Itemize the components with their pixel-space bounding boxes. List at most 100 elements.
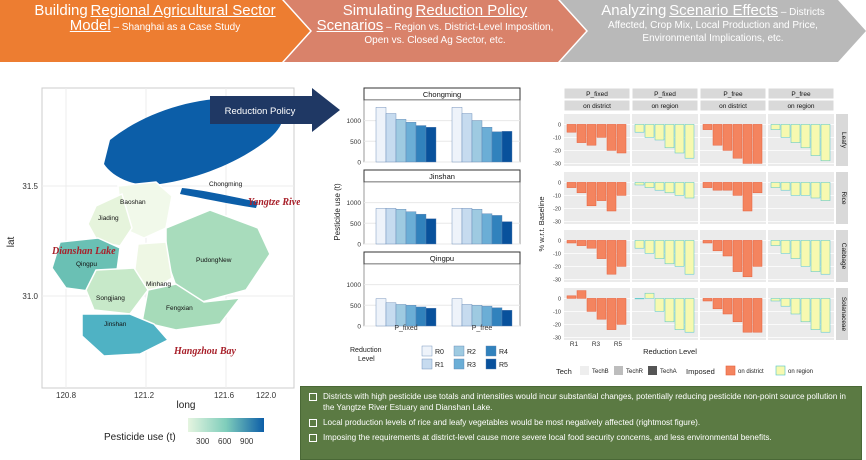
- row-strip-label: Rice: [840, 191, 847, 204]
- y-tick-label: -20: [553, 322, 561, 328]
- effect-bar: [674, 182, 685, 196]
- effect-bar: [732, 240, 743, 272]
- y-tick-label: 0: [357, 160, 361, 167]
- effect-bar: [596, 298, 607, 320]
- legend-swatch-R2: [453, 345, 465, 357]
- step-building-text: Building Regional Agricultural Sector Mo…: [30, 3, 280, 34]
- bar-R3: [481, 127, 493, 163]
- effect-bar: [634, 124, 645, 133]
- x-tick-121.2: 121.2: [134, 391, 155, 400]
- bar-R3: [405, 122, 417, 163]
- effect-bar: [712, 298, 723, 310]
- x-tick-label: R3: [592, 341, 601, 348]
- effect-bar: [566, 240, 577, 244]
- step-analyzing-text: Analyzing Scenario Effects – Districts A…: [590, 3, 836, 45]
- effect-bar: [752, 182, 763, 194]
- effect-bar: [596, 240, 607, 259]
- y-tick-label: -10: [553, 193, 561, 199]
- effect-bar: [616, 182, 627, 196]
- effect-bar: [586, 182, 597, 207]
- bar-R5: [501, 131, 513, 163]
- tech-label: TechA: [660, 369, 677, 375]
- effect-bar: [820, 240, 831, 275]
- effect-bar: [820, 124, 831, 162]
- col-strip-sublabel: on region: [787, 103, 814, 110]
- col-strip-sublabel: on district: [719, 103, 747, 110]
- tech-label: TechR: [626, 369, 644, 375]
- effect-bar: [742, 182, 753, 212]
- bar-R4: [491, 215, 503, 245]
- effect-bar: [634, 298, 645, 300]
- y-tick-label: 500: [350, 139, 361, 146]
- step-detail: – Districts Affected, Crop Mix, Local Pr…: [608, 7, 825, 44]
- effect-bar: [684, 240, 695, 275]
- effect-bar: [576, 182, 587, 194]
- step-simulating-text: Simulating Reduction Policy Scenarios – …: [314, 2, 556, 47]
- bar-R0: [451, 208, 463, 245]
- y-tick-label: 0: [558, 180, 561, 186]
- label-baoshan: Baoshan: [120, 199, 146, 206]
- y-tick-label: -20: [553, 264, 561, 270]
- bar-R5: [501, 310, 513, 327]
- summary-item: Local production levels of rice and leaf…: [309, 417, 853, 428]
- col-strip-top: [767, 87, 835, 100]
- y-tick-label: 0: [357, 324, 361, 331]
- col-strip-label: P_free: [791, 91, 811, 98]
- effect-bar: [654, 182, 665, 191]
- effect-bar: [810, 182, 821, 199]
- effect-bar: [654, 124, 665, 141]
- effect-bar: [702, 240, 713, 244]
- col-strip-sub: [699, 99, 767, 112]
- tech-label: TechB: [592, 369, 609, 375]
- effect-bar: [732, 182, 743, 196]
- effect-bar: [644, 124, 655, 138]
- effect-bar: [576, 240, 587, 246]
- row-strip: [836, 172, 848, 224]
- tech-legend-title: Tech: [556, 367, 572, 376]
- bar-R1: [385, 208, 397, 245]
- effect-bar: [664, 240, 675, 265]
- effect-bar: [634, 240, 645, 249]
- bar-R1: [385, 113, 397, 163]
- bar-R1: [461, 208, 473, 245]
- effect-bar: [586, 240, 597, 249]
- effect-bar: [664, 298, 675, 323]
- y-tick-label: 1000: [347, 282, 362, 289]
- effect-bar: [606, 240, 617, 275]
- bullet-box-icon: [309, 419, 317, 427]
- effect-bar: [684, 182, 695, 199]
- tech-swatch: [614, 366, 623, 375]
- legend-tick-300: 300: [196, 437, 210, 446]
- annotation-dianshan: Dianshan Lake: [51, 246, 116, 257]
- imposed-label: on district: [738, 369, 764, 375]
- effect-bar: [820, 298, 831, 333]
- legend-swatch-R3: [453, 358, 465, 370]
- effect-bar: [684, 298, 695, 333]
- bar-R4: [415, 306, 427, 327]
- effect-bar: [780, 240, 791, 254]
- bar-R2: [471, 208, 483, 245]
- effect-bar: [644, 292, 655, 299]
- y-tick-label: -20: [553, 148, 561, 154]
- legend-label-R4: R4: [499, 349, 508, 356]
- effect-bar: [800, 182, 811, 196]
- imposed-swatch: [725, 365, 736, 376]
- y-tick-label: 0: [357, 242, 361, 249]
- effect-bar: [664, 182, 675, 194]
- legend-swatch-R5: [485, 358, 497, 370]
- y-tick-label: -10: [553, 251, 561, 257]
- effect-bar: [780, 124, 791, 138]
- bar-R4: [491, 131, 503, 163]
- bar-R3: [405, 211, 417, 245]
- legend-label-R3: R3: [467, 362, 476, 369]
- effect-bar: [742, 240, 753, 278]
- effect-bar: [790, 240, 801, 259]
- bar-R3: [405, 305, 417, 327]
- annotation-yangtze: Yangtze River Estuary: [248, 197, 300, 208]
- row-strip: [836, 114, 848, 166]
- step-topic: Reduction Policy Scenarios: [316, 2, 528, 34]
- row-strip-label: Cabbage: [840, 243, 847, 270]
- effect-bar: [674, 298, 685, 330]
- pesticide-bar-chart: Chongming 0 500 1000 Jinshan 0 500 1000 Qingpu 0 5…: [333, 87, 521, 370]
